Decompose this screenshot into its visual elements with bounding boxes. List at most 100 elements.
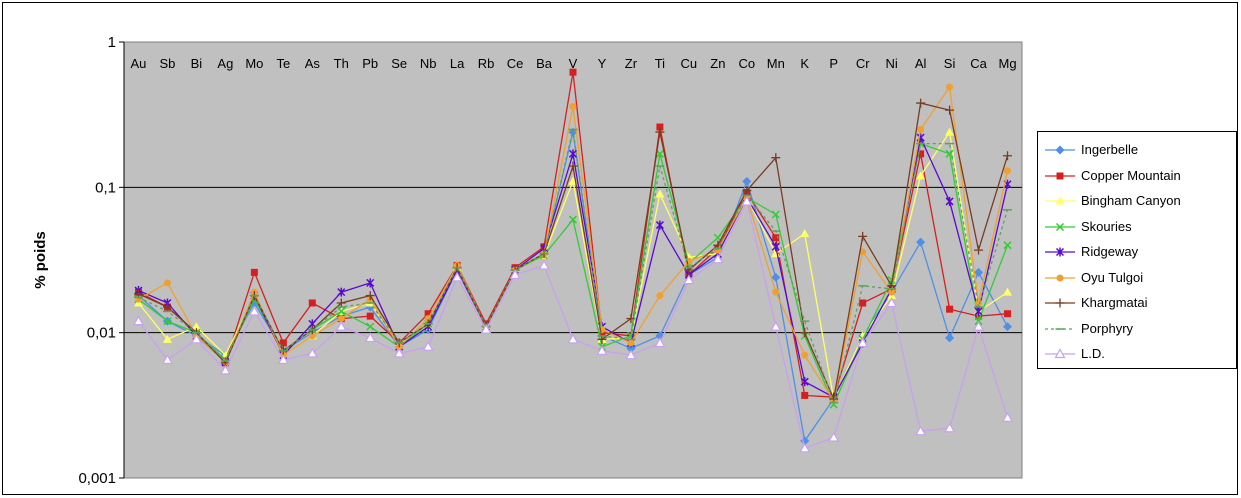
x-tick-label: Ca bbox=[970, 56, 987, 71]
y-axis: 1 0,1 0,01 0,001 bbox=[78, 34, 125, 487]
x-tick-label: Pb bbox=[362, 56, 378, 71]
x-tick-label: Th bbox=[334, 56, 349, 71]
data-point bbox=[568, 161, 578, 171]
data-point bbox=[191, 322, 201, 331]
data-point bbox=[569, 68, 577, 76]
series-l-d- bbox=[132, 195, 1014, 453]
legend-swatch bbox=[1045, 196, 1075, 205]
x-tick-label: Se bbox=[391, 56, 407, 71]
x-tick-label: Te bbox=[276, 56, 290, 71]
x-tick-label: Mn bbox=[767, 56, 785, 71]
data-point bbox=[337, 315, 345, 323]
data-point bbox=[335, 320, 347, 331]
data-point bbox=[132, 315, 145, 326]
data-point bbox=[800, 328, 810, 338]
y-tick-label: 0,001 bbox=[78, 470, 116, 487]
legend-label: Copper Mountain bbox=[1081, 167, 1181, 183]
legend-item: Skouries bbox=[1044, 217, 1234, 237]
data-point bbox=[945, 127, 955, 136]
legend-item: L.D. bbox=[1044, 344, 1234, 364]
data-point bbox=[771, 242, 780, 252]
data-point bbox=[945, 149, 954, 158]
data-point bbox=[655, 189, 665, 198]
x-tick-label: P bbox=[829, 56, 838, 71]
data-point bbox=[219, 364, 231, 375]
x-tick-label: Co bbox=[738, 56, 755, 71]
legend-swatch bbox=[1045, 327, 1075, 330]
legend-item: Khargmatai bbox=[1044, 293, 1234, 313]
data-point bbox=[1003, 322, 1013, 332]
data-point bbox=[308, 299, 316, 307]
legend-swatch bbox=[1045, 274, 1075, 281]
data-point bbox=[772, 234, 780, 242]
data-point bbox=[656, 292, 664, 300]
data-point bbox=[859, 248, 867, 256]
data-point bbox=[801, 351, 809, 359]
data-point bbox=[741, 195, 753, 206]
legend-label: Skouries bbox=[1081, 218, 1132, 234]
x-tick-label: Bi bbox=[191, 56, 203, 71]
plot-area bbox=[123, 41, 1023, 479]
legend-item: Ingerbelle bbox=[1044, 140, 1234, 160]
x-tick-label: Ti bbox=[655, 56, 665, 71]
data-point bbox=[627, 339, 635, 347]
data-point bbox=[163, 279, 171, 287]
data-point bbox=[1056, 172, 1064, 179]
data-point bbox=[771, 153, 781, 163]
legend-swatch bbox=[1045, 222, 1075, 231]
data-point bbox=[945, 196, 954, 206]
data-point bbox=[886, 297, 898, 308]
data-point bbox=[916, 171, 926, 180]
data-point bbox=[250, 268, 258, 276]
data-point bbox=[424, 310, 432, 318]
y-axis-label: % poids bbox=[32, 231, 49, 289]
data-point bbox=[742, 176, 752, 186]
data-point bbox=[655, 220, 664, 230]
data-point bbox=[946, 305, 954, 313]
legend-item: Oyu Tulgoi bbox=[1044, 268, 1234, 288]
data-point bbox=[944, 422, 956, 433]
x-tick-label: Ba bbox=[536, 56, 553, 71]
x-tick-label: Ce bbox=[507, 56, 524, 71]
data-point bbox=[1055, 196, 1065, 205]
data-point bbox=[742, 186, 752, 196]
data-point bbox=[509, 269, 521, 279]
data-point bbox=[655, 149, 664, 158]
data-point bbox=[365, 291, 375, 301]
data-point bbox=[917, 150, 925, 158]
legend-item: Ridgeway bbox=[1044, 242, 1234, 262]
x-tick-label: Cu bbox=[681, 56, 698, 71]
data-point bbox=[973, 320, 985, 331]
legend-label: Oyu Tulgoi bbox=[1081, 269, 1144, 285]
data-point bbox=[770, 320, 782, 331]
data-point bbox=[625, 349, 637, 360]
data-point bbox=[1055, 298, 1065, 308]
data-point bbox=[917, 125, 925, 133]
data-point bbox=[161, 354, 173, 364]
x-tick-label: Ag bbox=[217, 56, 233, 71]
data-point bbox=[1055, 222, 1065, 231]
data-point bbox=[1004, 167, 1012, 175]
data-point bbox=[975, 312, 983, 320]
data-point bbox=[567, 333, 579, 344]
x-tick-label: Zr bbox=[625, 56, 638, 71]
data-point bbox=[945, 333, 955, 343]
data-point bbox=[308, 332, 316, 340]
data-point bbox=[916, 98, 926, 108]
x-tick-label: La bbox=[450, 56, 465, 71]
legend-swatch bbox=[1045, 145, 1075, 155]
data-point bbox=[366, 312, 374, 320]
x-axis-categories: Au Sb Bi Ag Mo Te As Th Pb Se Nb La Rb Ce Ba V Y Zr Ti Cu Zn… bbox=[131, 56, 1017, 71]
data-point bbox=[857, 337, 869, 348]
legend-label: Ridgeway bbox=[1081, 244, 1139, 259]
y-tick-label: 1 bbox=[108, 34, 116, 51]
data-point bbox=[1055, 247, 1065, 257]
data-point bbox=[888, 288, 896, 296]
data-point bbox=[771, 210, 780, 219]
data-point bbox=[1001, 411, 1014, 422]
data-point bbox=[366, 322, 375, 331]
data-point bbox=[336, 298, 346, 308]
data-point bbox=[568, 149, 578, 159]
data-point bbox=[974, 306, 983, 316]
